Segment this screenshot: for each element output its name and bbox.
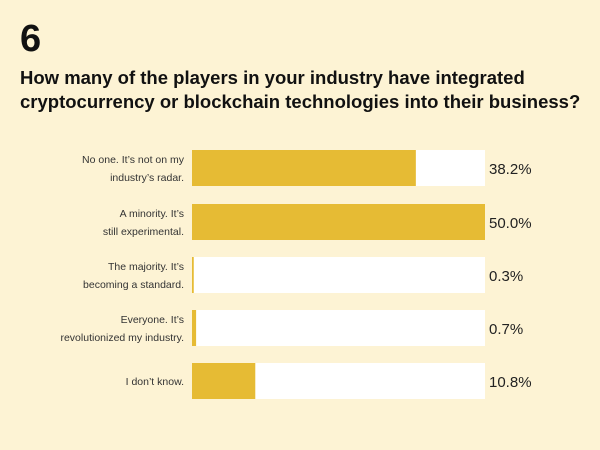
value-label: 10.8%: [489, 374, 532, 391]
bar-track: [192, 310, 485, 346]
bar: [192, 257, 194, 293]
category-label: industry’s radar.: [110, 172, 184, 184]
category-label: I don’t know.: [126, 376, 184, 388]
category-label: A minority. It’s: [120, 208, 184, 220]
category-label: No one. It’s not on my: [82, 154, 185, 166]
bar: [192, 363, 256, 399]
category-label: still experimental.: [103, 226, 184, 238]
chart-title: How many of the players in your industry…: [20, 67, 581, 112]
bar: [192, 310, 197, 346]
category-label: revolutionized my industry.: [60, 332, 184, 344]
category-label: becoming a standard.: [83, 279, 184, 291]
category-label: Everyone. It’s: [121, 314, 184, 326]
value-label: 0.3%: [489, 268, 523, 285]
bar: [192, 204, 485, 240]
value-label: 38.2%: [489, 161, 532, 178]
value-label: 0.7%: [489, 321, 523, 338]
question-number: 6: [20, 18, 42, 60]
bar: [192, 150, 416, 186]
value-label: 50.0%: [489, 215, 532, 232]
category-label: The majority. It’s: [108, 261, 184, 273]
bar-track: [192, 257, 485, 293]
